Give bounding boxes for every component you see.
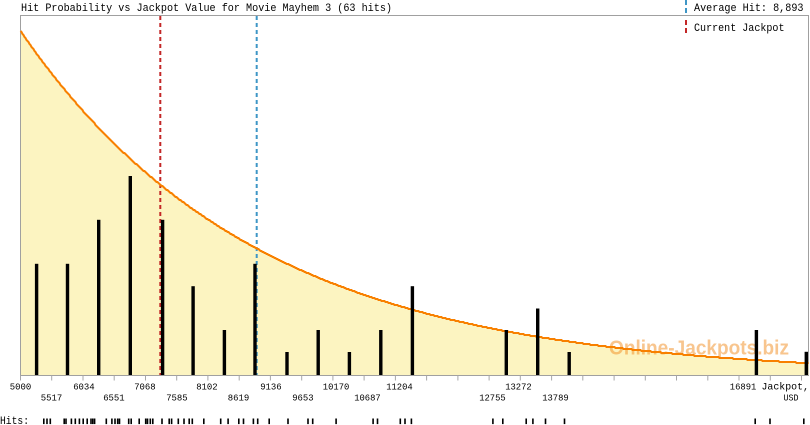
svg-text:12755: 12755	[479, 394, 506, 404]
svg-text:9653: 9653	[292, 394, 314, 404]
svg-text:Online-Jackpots.biz: Online-Jackpots.biz	[609, 338, 789, 360]
svg-text:6034: 6034	[73, 382, 95, 392]
svg-text:Average Hit: 8,893: Average Hit: 8,893	[694, 3, 804, 15]
svg-text:8102: 8102	[196, 382, 218, 392]
svg-text:Jackpot,: Jackpot,	[762, 382, 810, 394]
svg-text:7585: 7585	[166, 394, 188, 404]
svg-text:10170: 10170	[323, 382, 350, 392]
svg-text:13789: 13789	[542, 394, 569, 404]
svg-text:11204: 11204	[386, 382, 413, 392]
svg-text:USD: USD	[784, 393, 799, 403]
svg-text:5517: 5517	[41, 394, 63, 404]
svg-text:8619: 8619	[228, 394, 250, 404]
svg-text:Current Jackpot: Current Jackpot	[694, 23, 785, 35]
svg-text:16891: 16891	[730, 382, 757, 392]
svg-text:Hits:: Hits:	[0, 416, 29, 425]
svg-text:13272: 13272	[505, 382, 532, 392]
svg-text:9136: 9136	[260, 382, 282, 392]
svg-text:7068: 7068	[134, 382, 156, 392]
svg-text:Hit Probability vs Jackpot Val: Hit Probability vs Jackpot Value for Mov…	[21, 3, 392, 15]
svg-text:5000: 5000	[10, 382, 32, 392]
svg-text:6551: 6551	[103, 394, 125, 404]
svg-text:10687: 10687	[354, 394, 381, 404]
